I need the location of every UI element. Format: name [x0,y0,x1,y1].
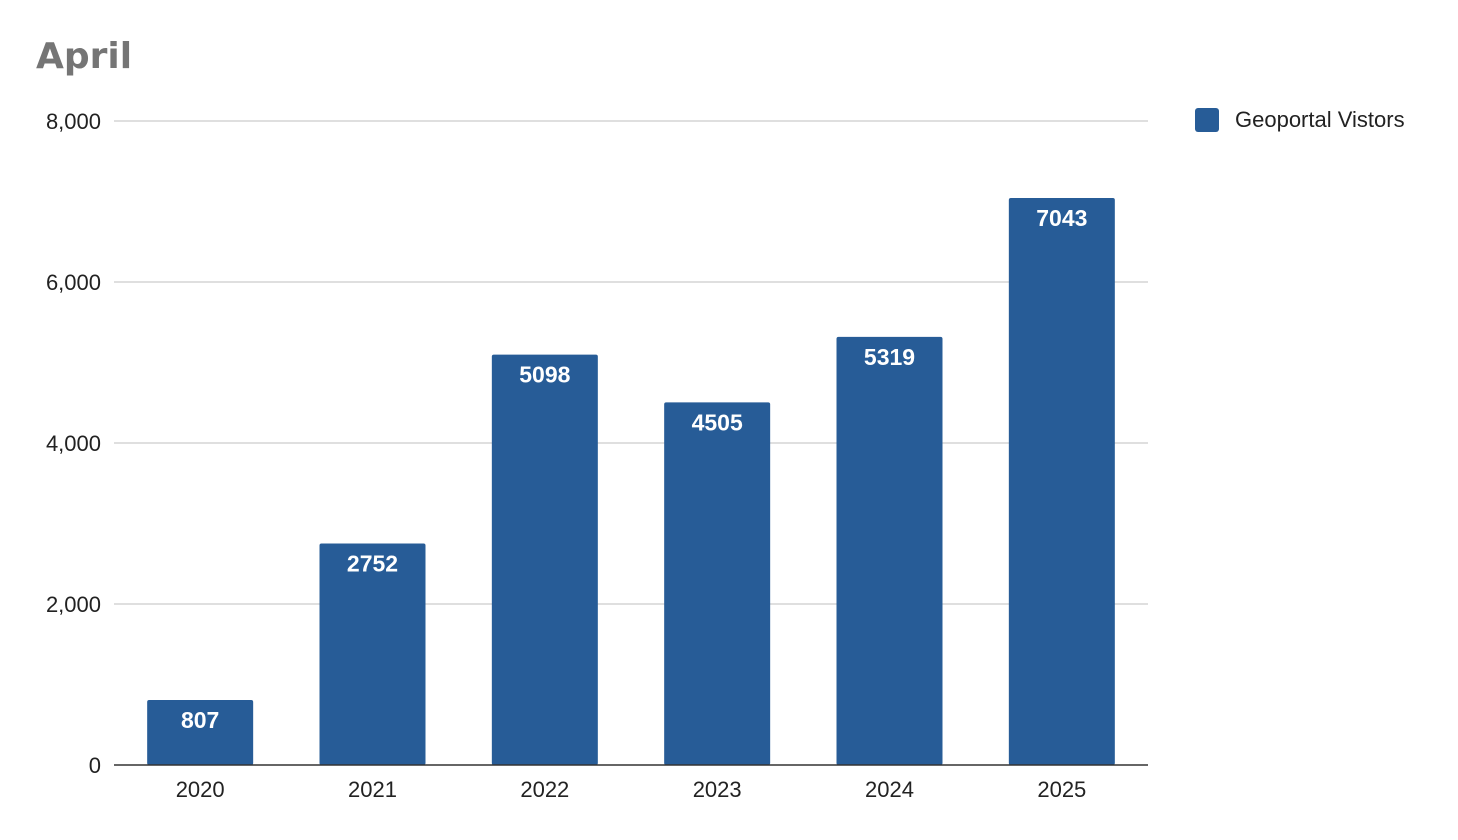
x-axis-tick-labels: 2020 2021 2022 2023 2024 2025 [176,777,1087,802]
gridlines [114,120,1148,605]
y-axis-tick-labels: 0 2,000 4,000 6,000 8,000 [46,109,101,778]
data-label-2025: 7043 [1036,205,1087,231]
chart-title: April [36,36,133,77]
y-tick-label: 8,000 [46,109,101,134]
x-tick-label: 2024 [865,777,914,802]
legend[interactable]: Geoportal Vistors [1195,107,1405,133]
y-tick-label: 2,000 [46,592,101,617]
bar-2021[interactable] [319,543,426,765]
y-tick-label: 0 [89,753,101,778]
data-label-2023: 4505 [692,409,743,435]
x-tick-label: 2021 [348,777,397,802]
legend-label-geoportal-vistors: Geoportal Vistors [1235,107,1405,132]
data-label-2024: 5319 [864,344,915,370]
x-tick-label: 2025 [1037,777,1086,802]
legend-swatch [1195,108,1219,132]
data-label-2020: 807 [181,707,219,733]
bar-2025[interactable] [1008,198,1115,765]
y-tick-label: 4,000 [46,431,101,456]
y-tick-label: 6,000 [46,270,101,295]
bar-2024[interactable] [836,336,943,765]
bar-2020[interactable] [147,700,254,765]
bar-2022[interactable] [491,354,598,765]
x-tick-label: 2023 [693,777,742,802]
bar-2023[interactable] [664,402,771,765]
data-label-2021: 2752 [347,550,398,576]
data-label-2022: 5098 [519,362,570,388]
bars: 807 2752 5098 4505 5319 7043 [147,198,1115,765]
x-tick-label: 2020 [176,777,225,802]
x-tick-label: 2022 [520,777,569,802]
